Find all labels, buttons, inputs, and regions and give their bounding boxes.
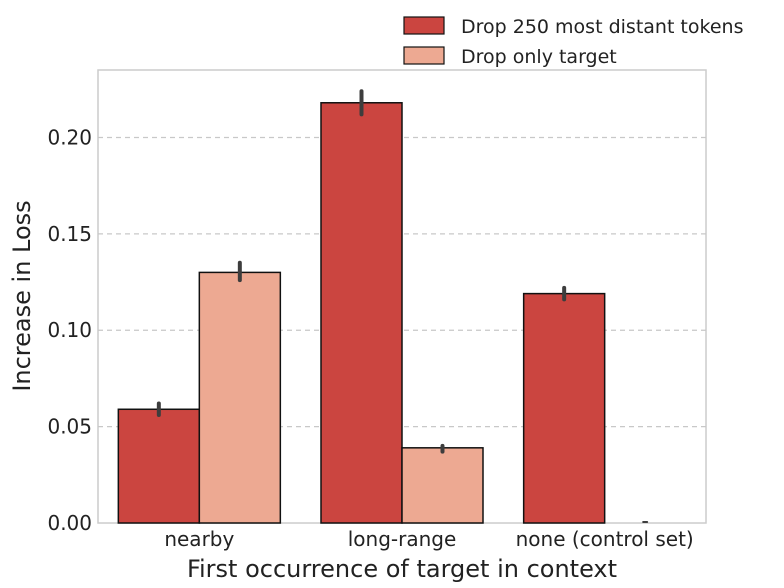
y-axis-title: Increase in Loss — [8, 200, 36, 391]
error-bars — [156, 89, 649, 523]
y-tick-label-2: 0.10 — [47, 318, 92, 342]
legend-swatch-series-1 — [403, 46, 445, 65]
bar-1-0 — [198, 271, 282, 524]
bar-0-0 — [117, 408, 201, 524]
legend-label-series-0: Drop 250 most distant tokens — [461, 16, 743, 38]
bar-0-1 — [320, 102, 403, 524]
y-axis-ticks: 0.00 0.05 0.10 0.15 0.20 — [47, 125, 92, 535]
y-tick-label-0: 0.00 — [47, 511, 92, 535]
bars — [117, 102, 606, 524]
y-tick-label-4: 0.20 — [47, 125, 92, 149]
x-tick-label-0: nearby — [164, 527, 234, 551]
legend-swatch-series-0 — [403, 16, 445, 35]
x-axis-title: First occurrence of target in context — [187, 555, 617, 583]
bar-1-1 — [401, 447, 484, 524]
legend: Drop 250 most distant tokens Drop only t… — [403, 16, 743, 68]
legend-label-series-1: Drop only target — [461, 46, 617, 68]
y-tick-label-1: 0.05 — [47, 415, 92, 439]
x-axis-ticks: nearby long-range none (control set) — [164, 527, 693, 551]
x-tick-label-2: none (control set) — [516, 527, 694, 551]
y-tick-label-3: 0.15 — [47, 222, 92, 246]
bar-0-2 — [522, 292, 606, 524]
x-tick-label-1: long-range — [348, 527, 457, 551]
